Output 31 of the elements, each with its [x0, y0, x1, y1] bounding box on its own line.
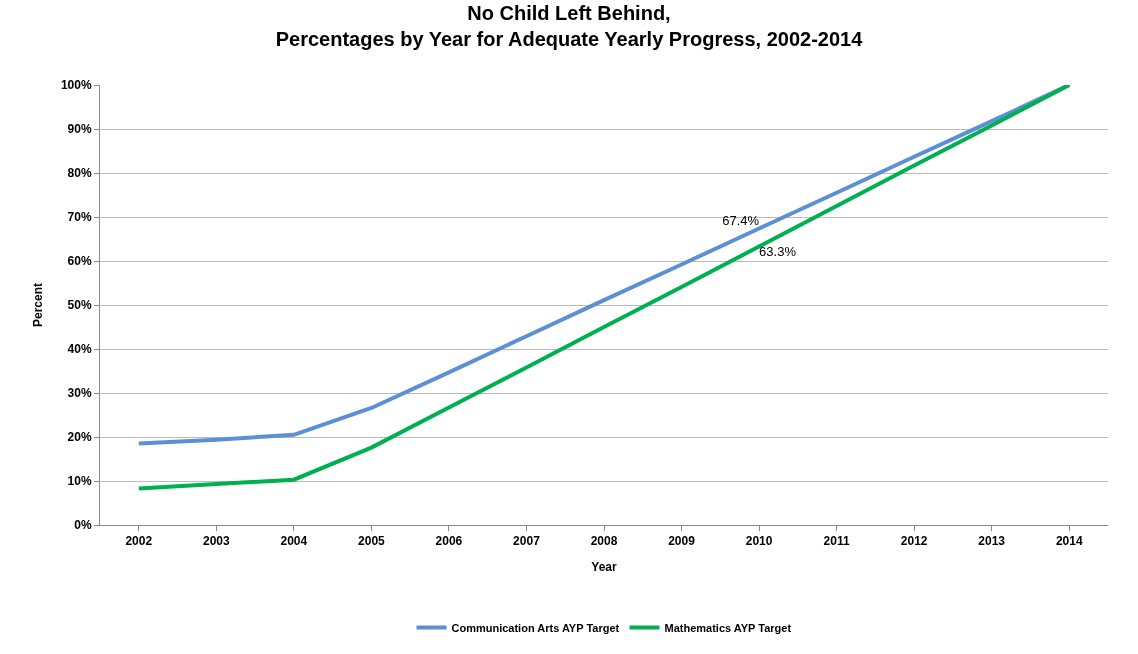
y-tick-label: 30% — [67, 386, 92, 401]
y-tick-label: 80% — [67, 166, 92, 181]
x-tick-label: 2007 — [513, 534, 541, 549]
x-tick-label: 2003 — [202, 534, 230, 549]
y-tick-label: 40% — [67, 342, 92, 357]
chart-title: No Child Left Behind, Percentages by Year for Adequate Yearly Progress, 2002-2014 — [275, 1, 864, 50]
x-tick-label: 2008 — [590, 534, 618, 549]
legend-label: Communication Arts AYP Target — [451, 621, 620, 634]
x-axis-title: Year — [591, 560, 618, 575]
x-tick-label: 2011 — [823, 534, 850, 549]
y-tick-label: 20% — [67, 430, 92, 445]
x-tick-label: 2010 — [745, 534, 773, 549]
data-label: 67.4% — [722, 213, 760, 229]
y-tick-label: 0% — [74, 518, 92, 533]
x-tick-label: 2009 — [668, 534, 696, 549]
y-tick-label: 60% — [67, 254, 92, 269]
x-tick-label: 2004 — [280, 534, 308, 549]
x-tick-label: 2012 — [900, 534, 928, 549]
x-tick-label: 2014 — [1055, 534, 1083, 549]
x-tick-label: 2005 — [358, 534, 386, 549]
y-tick-label: 100% — [60, 78, 92, 93]
y-tick-label: 10% — [67, 474, 92, 489]
x-tick-label: 2013 — [978, 534, 1006, 549]
x-tick-label: 2006 — [435, 534, 463, 549]
y-axis-title: Percent — [31, 282, 46, 328]
x-tick-label: 2002 — [125, 534, 153, 549]
data-label: 63.3% — [759, 244, 797, 260]
y-tick-label: 70% — [67, 210, 92, 225]
y-tick-label: 50% — [67, 298, 92, 313]
legend-label: Mathematics AYP Target — [664, 621, 792, 634]
y-tick-label: 90% — [67, 122, 92, 137]
